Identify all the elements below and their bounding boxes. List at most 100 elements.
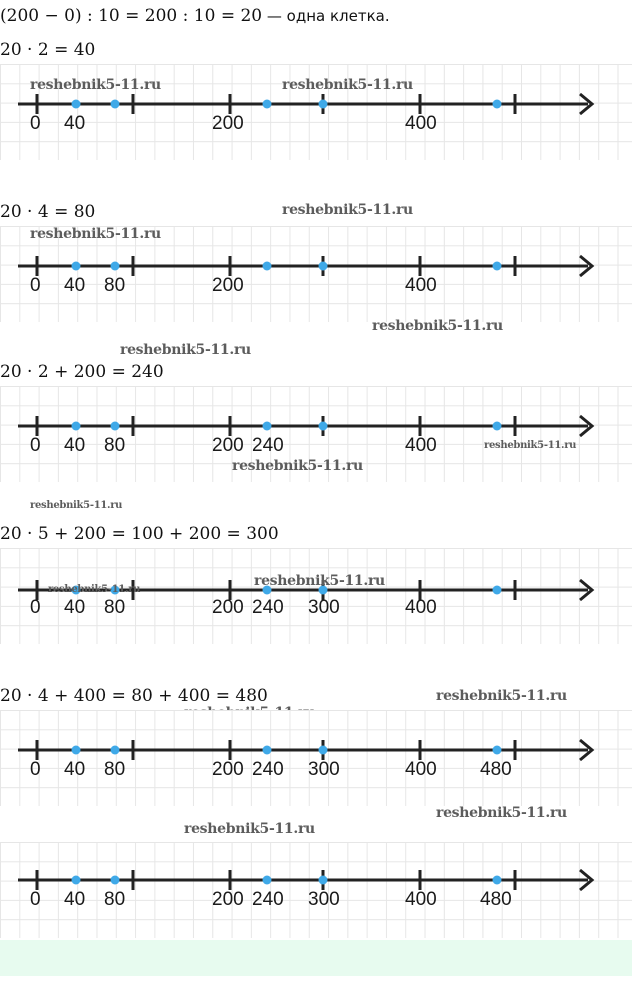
watermark: reshebnik5-11.ru [282, 77, 413, 93]
point [318, 585, 328, 595]
point [110, 745, 120, 755]
number-line-2: 0 40 80 200 400 [0, 236, 632, 296]
point [71, 585, 81, 595]
equation-4: 20 · 5 + 200 = 100 + 200 = 300 [0, 524, 279, 544]
point [110, 585, 120, 595]
tick-label: 300 [308, 889, 340, 910]
tick-label: 480 [480, 759, 512, 780]
point [110, 875, 120, 885]
number-line-5-svg [18, 738, 595, 762]
tick-label: 40 [64, 275, 86, 296]
grid-3 [0, 386, 632, 482]
equation-2: 20 · 4 = 80 [0, 202, 96, 222]
watermark: reshebnik5-11.ru [232, 458, 363, 474]
watermark: reshebnik5-11.ru [254, 573, 385, 589]
tick-label: 240 [252, 759, 284, 780]
watermark: reshebnik5-11.ru [30, 500, 123, 511]
tick-label: 200 [212, 113, 244, 134]
tick-label: 0 [30, 113, 41, 134]
watermark: reshebnik5-11.ru [30, 226, 161, 242]
number-line-5: 0 40 80 200 240 300 400 480 [0, 720, 632, 780]
point [492, 745, 502, 755]
tick-label: 40 [64, 889, 86, 910]
watermark: reshebnik5-11.ru [30, 77, 161, 93]
point [492, 261, 502, 271]
point [71, 99, 81, 109]
number-line-4: 0 40 80 200 240 300 400 [0, 560, 632, 620]
axis-arrow [579, 868, 595, 892]
point [262, 99, 272, 109]
watermark: reshebnik5-11.ru [282, 202, 413, 218]
tick-label: 400 [405, 113, 437, 134]
tick-label: 400 [405, 597, 437, 618]
intro-line: (200 − 0) : 10 = 200 : 10 = 20 — одна кл… [0, 6, 390, 26]
point [110, 421, 120, 431]
point [262, 421, 272, 431]
tick-label: 480 [480, 889, 512, 910]
tick-label: 80 [104, 435, 126, 456]
point [262, 745, 272, 755]
tick-label: 300 [308, 597, 340, 618]
tick-label: 400 [405, 275, 437, 296]
tick-label: 0 [30, 889, 41, 910]
point [318, 261, 328, 271]
point [492, 99, 502, 109]
equation-1: 20 · 2 = 40 [0, 40, 96, 60]
grid-6 [0, 842, 632, 938]
grid-2 [0, 226, 632, 322]
tick-label: 40 [64, 435, 86, 456]
point [110, 261, 120, 271]
point [262, 875, 272, 885]
intro-note: — одна клетка. [262, 7, 390, 25]
number-line-6-svg [18, 868, 595, 892]
footer-band [0, 940, 632, 976]
point [318, 99, 328, 109]
number-line-3: 0 40 80 200 240 400 [0, 396, 632, 456]
tick-label: 300 [308, 759, 340, 780]
watermark: reshebnik5-11.ru [436, 805, 567, 821]
tick-label: 400 [405, 889, 437, 910]
point [318, 745, 328, 755]
grid-5 [0, 710, 632, 806]
tick-label: 200 [212, 597, 244, 618]
equation-5: 20 · 4 + 400 = 80 + 400 = 480 [0, 686, 268, 706]
tick-label: 0 [30, 275, 41, 296]
point [262, 261, 272, 271]
tick-label: 400 [405, 435, 437, 456]
grid-4 [0, 548, 632, 644]
point [71, 745, 81, 755]
point [492, 875, 502, 885]
tick-label: 80 [104, 889, 126, 910]
tick-label: 40 [64, 597, 86, 618]
tick-label: 0 [30, 597, 41, 618]
point [71, 261, 81, 271]
tick-label: 240 [252, 597, 284, 618]
number-line-1-svg [18, 92, 595, 116]
tick-label: 80 [104, 275, 126, 296]
equation-3: 20 · 2 + 200 = 240 [0, 362, 164, 382]
point [492, 421, 502, 431]
tick-label: 200 [212, 435, 244, 456]
watermark: reshebnik5-11.ru [120, 342, 251, 358]
tick-label: 40 [64, 759, 86, 780]
number-line-3-svg [18, 414, 595, 438]
watermark: reshebnik5-11.ru [484, 440, 577, 451]
axis-arrow [579, 414, 595, 438]
tick-label: 0 [30, 759, 41, 780]
tick-label: 240 [252, 435, 284, 456]
number-line-6: 0 40 80 200 240 300 400 480 [0, 850, 632, 910]
point [110, 99, 120, 109]
point [318, 875, 328, 885]
number-line-4-svg [18, 578, 595, 602]
axis-arrow [579, 578, 595, 602]
tick-label: 80 [104, 597, 126, 618]
watermark: reshebnik5-11.ru [436, 688, 567, 704]
number-line-2-svg [18, 254, 595, 278]
axis-arrow [579, 92, 595, 116]
point [492, 585, 502, 595]
tick-label: 0 [30, 435, 41, 456]
tick-label: 80 [104, 759, 126, 780]
tick-label: 200 [212, 275, 244, 296]
watermark: reshebnik5-11.ru [372, 318, 503, 334]
tick-label: 240 [252, 889, 284, 910]
